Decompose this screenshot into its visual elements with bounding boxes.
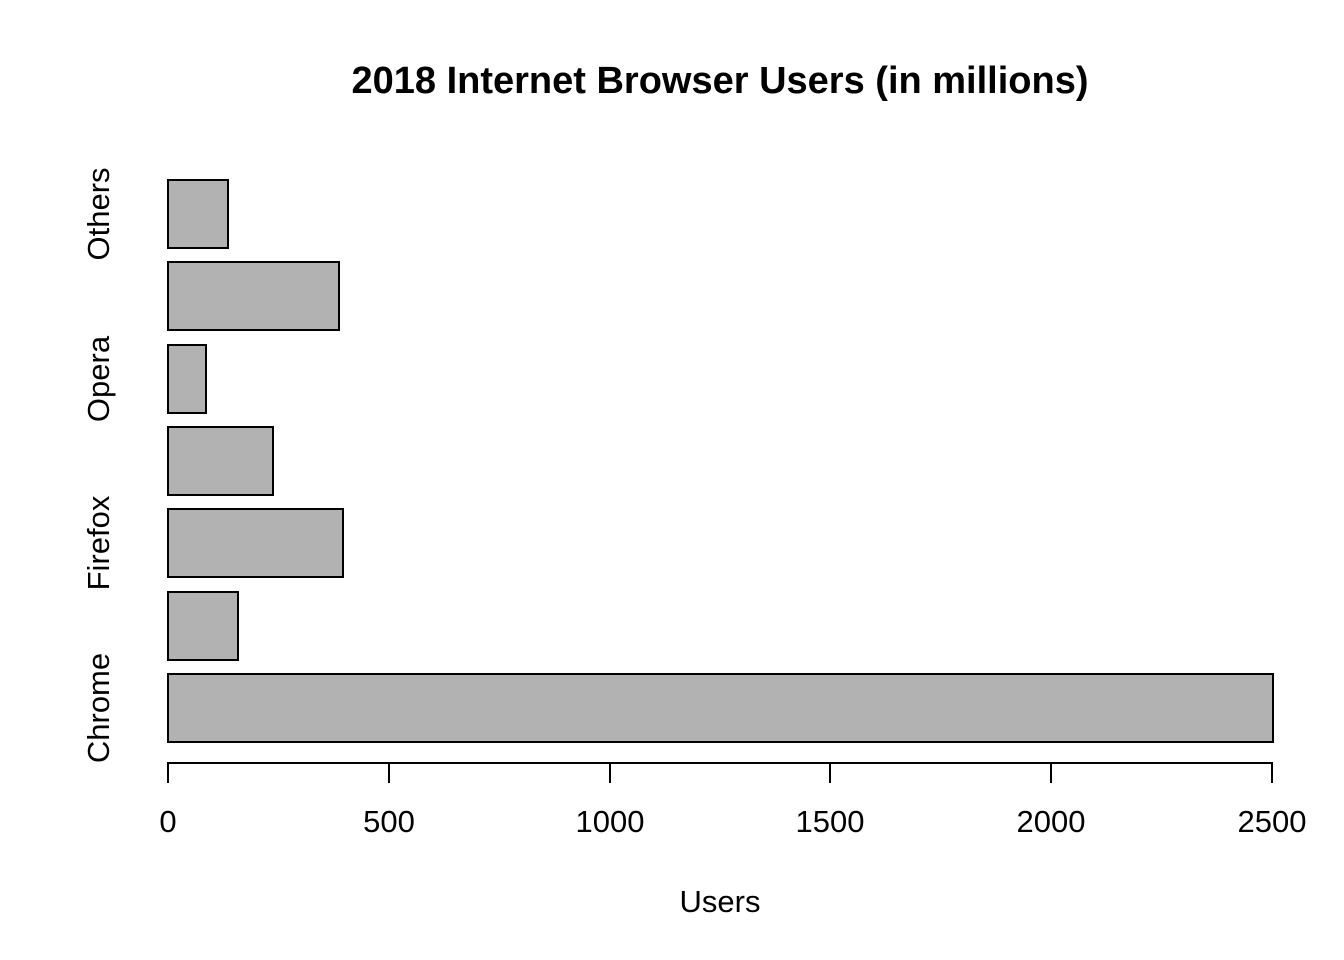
x-axis-tick-2500 [1271, 763, 1273, 783]
x-axis-title: Users [679, 884, 761, 919]
bar-others [167, 179, 229, 249]
x-axis-line [167, 762, 1273, 764]
x-axis-tick-label-500: 500 [363, 804, 415, 839]
bar-firefox [167, 508, 344, 578]
bar-opera [167, 344, 207, 414]
chart-title: 2018 Internet Browser Users (in millions… [351, 60, 1089, 102]
bar-chrome [167, 673, 1274, 743]
bar-unlabeled-5 [167, 591, 239, 661]
x-axis-tick-1000 [609, 763, 611, 783]
x-axis-tick-label-1000: 1000 [575, 804, 645, 839]
x-axis-tick-2000 [1050, 763, 1052, 783]
x-axis-tick-label-0: 0 [159, 804, 177, 839]
y-axis-label-others: Others [81, 167, 116, 261]
y-axis-label-opera: Opera [81, 335, 116, 423]
x-axis-tick-label-2500: 2500 [1237, 804, 1307, 839]
y-axis-label-chrome: Chrome [81, 652, 116, 764]
bar-unlabeled-1 [167, 261, 340, 331]
x-axis-tick-500 [388, 763, 390, 783]
x-axis-tick-0 [167, 763, 169, 783]
y-axis-label-firefox: Firefox [81, 495, 116, 591]
x-axis-tick-label-1500: 1500 [795, 804, 865, 839]
bar-unlabeled-3 [167, 426, 274, 496]
x-axis-tick-1500 [829, 763, 831, 783]
x-axis-tick-label-2000: 2000 [1016, 804, 1086, 839]
